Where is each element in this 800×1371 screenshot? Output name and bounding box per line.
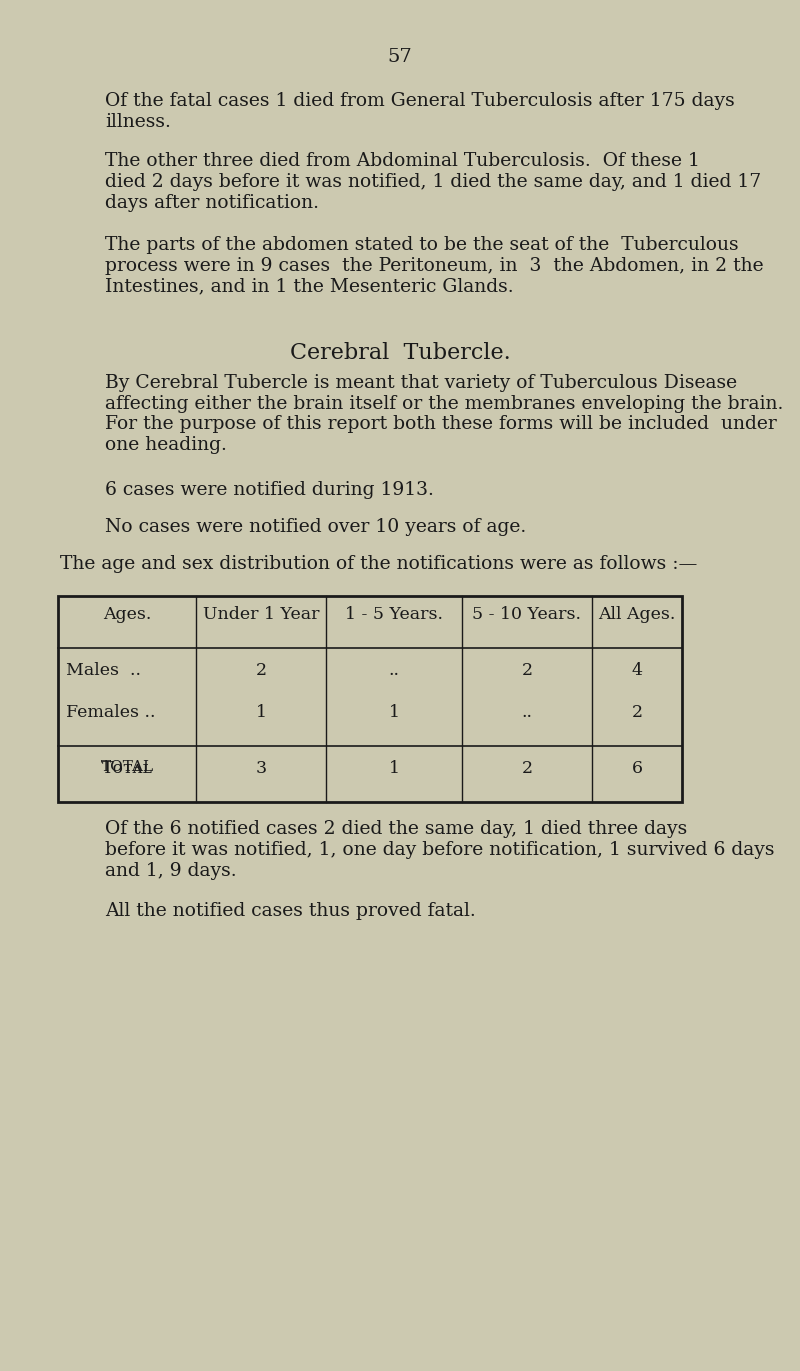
- Text: 1: 1: [389, 761, 399, 777]
- Text: Under 1 Year: Under 1 Year: [202, 606, 319, 624]
- Text: ..: ..: [522, 705, 533, 721]
- Text: All the notified cases thus proved fatal.: All the notified cases thus proved fatal…: [105, 902, 476, 920]
- Text: By Cerebral Tubercle is meant that variety of Tuberculous Disease
affecting eith: By Cerebral Tubercle is meant that varie…: [105, 374, 783, 454]
- Text: 1: 1: [389, 705, 399, 721]
- Text: Tᴏᴛᴀʟ: Tᴏᴛᴀʟ: [102, 761, 153, 777]
- Text: Of the 6 notified cases 2 died the same day, 1 died three days
before it was not: Of the 6 notified cases 2 died the same …: [105, 820, 774, 880]
- Text: ..: ..: [389, 662, 399, 679]
- Text: Females ..: Females ..: [66, 705, 155, 721]
- Text: 2: 2: [522, 662, 533, 679]
- Text: 5 - 10 Years.: 5 - 10 Years.: [473, 606, 582, 624]
- Text: The parts of the abdomen stated to be the seat of the  Tuberculous
process were : The parts of the abdomen stated to be th…: [105, 236, 764, 296]
- Text: 4: 4: [631, 662, 642, 679]
- Text: Cerebral  Tubercle.: Cerebral Tubercle.: [290, 341, 510, 363]
- Text: TOTAL: TOTAL: [101, 761, 154, 775]
- Text: 2: 2: [522, 761, 533, 777]
- Text: All Ages.: All Ages.: [598, 606, 676, 624]
- Text: 6: 6: [631, 761, 642, 777]
- Text: Ages.: Ages.: [103, 606, 151, 624]
- Text: 2: 2: [255, 662, 266, 679]
- Text: 1: 1: [255, 705, 266, 721]
- Text: 57: 57: [388, 48, 412, 66]
- Text: No cases were notified over 10 years of age.: No cases were notified over 10 years of …: [105, 518, 526, 536]
- Text: The age and sex distribution of the notifications were as follows :—: The age and sex distribution of the noti…: [60, 555, 698, 573]
- Text: Males  ..: Males ..: [66, 662, 141, 679]
- Bar: [58, 596, 682, 802]
- Text: 1 - 5 Years.: 1 - 5 Years.: [345, 606, 443, 624]
- Text: 3: 3: [255, 761, 266, 777]
- Text: Of the fatal cases 1 died from General Tuberculosis after 175 days
illness.: Of the fatal cases 1 died from General T…: [105, 92, 734, 130]
- Text: The other three died from Abdominal Tuberculosis.  Of these 1
died 2 days before: The other three died from Abdominal Tube…: [105, 152, 762, 213]
- Text: 6 cases were notified during 1913.: 6 cases were notified during 1913.: [105, 481, 434, 499]
- Text: 2: 2: [631, 705, 642, 721]
